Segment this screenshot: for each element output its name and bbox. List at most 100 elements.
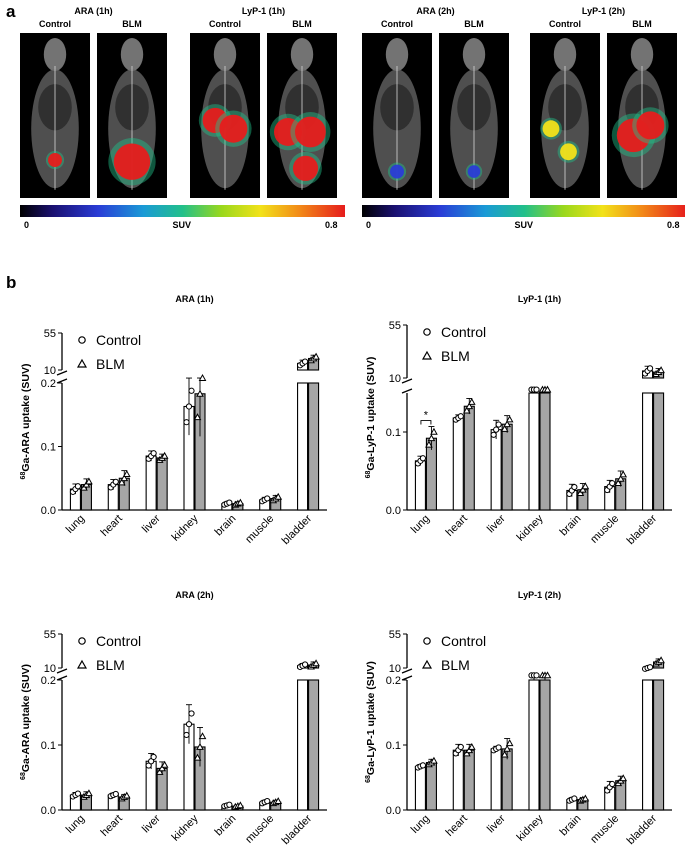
y-axis-label-superscript: 68 xyxy=(20,472,27,480)
control-point xyxy=(185,403,193,410)
y-tick-label: 0.1 xyxy=(386,740,401,752)
x-tick-label: brain xyxy=(213,813,239,839)
y-tick-label: 0.1 xyxy=(41,442,56,454)
legend-control-label: Control xyxy=(441,324,486,340)
y-tick-label: 0.1 xyxy=(386,427,401,439)
control-bar xyxy=(452,749,464,811)
pet-ct-scan-image xyxy=(362,33,432,198)
x-tick-label: bladder xyxy=(280,812,315,847)
control-point xyxy=(493,426,500,433)
image-sub-label: BLM xyxy=(632,19,652,29)
y-axis-label-superscript: 68 xyxy=(365,470,372,478)
blm-point xyxy=(500,750,509,758)
legend-blm-marker xyxy=(76,358,88,368)
blm-point xyxy=(312,659,320,667)
image-group-title: ARA (1h) xyxy=(74,6,113,16)
control-bar-lower xyxy=(297,679,309,811)
y-tick-label: 10 xyxy=(44,663,56,675)
pet-ct-scan-image xyxy=(607,33,677,198)
y-tick-label: 55 xyxy=(44,328,56,340)
chart-title: LyP-1 (1h) xyxy=(518,294,561,304)
control-point xyxy=(112,790,119,798)
blm-bar-lower xyxy=(653,392,665,511)
blm-bar-lower xyxy=(539,679,551,811)
y-axis-label-superscript: 68 xyxy=(365,775,372,783)
blm-point xyxy=(500,424,509,432)
x-tick-label: lung xyxy=(64,813,87,836)
y-axis-label: 68Ga-LyP-1 uptake (SUV) xyxy=(365,357,377,479)
pet-ct-scan-image xyxy=(439,33,509,198)
control-point xyxy=(74,483,82,490)
y-tick-label: 0.1 xyxy=(41,740,56,752)
blm-point xyxy=(657,656,665,664)
x-tick-label: muscle xyxy=(243,813,276,846)
chart-title: ARA (1h) xyxy=(175,294,213,304)
y-tick-label: 0.0 xyxy=(386,805,401,817)
legend-control-label: Control xyxy=(96,633,141,649)
blm-point xyxy=(503,744,511,752)
x-tick-label: lung xyxy=(409,813,432,836)
y-tick-label: 55 xyxy=(389,320,401,332)
control-point xyxy=(183,731,190,739)
x-tick-label: kidney xyxy=(170,812,201,843)
blm-point xyxy=(236,801,245,809)
x-tick-label: brain xyxy=(558,813,584,839)
axis-break-mark xyxy=(56,668,68,674)
control-point xyxy=(419,762,427,769)
x-tick-label: muscle xyxy=(588,513,621,546)
control-point xyxy=(185,721,193,728)
blm-point xyxy=(505,739,514,747)
colorbar-label-label: SUV xyxy=(514,220,534,230)
blm-bar xyxy=(425,761,437,811)
control-point xyxy=(419,455,427,462)
blm-point xyxy=(160,451,169,459)
y-tick-label: 0.0 xyxy=(41,805,56,817)
axis-break-mark xyxy=(56,675,68,681)
blm-point xyxy=(122,470,131,477)
legend-blm-marker xyxy=(76,659,88,669)
blm-point xyxy=(425,440,433,448)
x-tick-label: lung xyxy=(64,513,87,536)
pet-ct-scan-image xyxy=(267,33,337,198)
blm-point xyxy=(619,774,628,782)
blm-point xyxy=(543,385,552,393)
blm-point xyxy=(579,485,587,493)
legend-control-marker xyxy=(78,336,86,344)
blm-bar-lower xyxy=(653,679,665,811)
blm-point xyxy=(85,789,93,797)
control-point xyxy=(457,743,464,751)
image-group-title: ARA (2h) xyxy=(416,6,455,16)
legend-control-marker xyxy=(423,328,431,336)
blm-bar-lower xyxy=(539,392,551,511)
x-tick-label: heart xyxy=(444,513,470,539)
control-point xyxy=(495,744,502,751)
control-point xyxy=(571,483,578,491)
blm-point xyxy=(505,415,514,423)
blm-point xyxy=(122,791,131,799)
control-point xyxy=(495,421,502,428)
control-point xyxy=(609,780,616,788)
x-tick-label: liver xyxy=(485,812,508,835)
control-bar-lower xyxy=(642,392,654,511)
chart-title: LyP-1 (2h) xyxy=(518,590,561,600)
control-bar xyxy=(452,417,464,511)
y-tick-label: 10 xyxy=(44,365,56,377)
axis-break-mark xyxy=(401,675,413,681)
y-axis-label-text: Ga-ARA uptake (SUV) xyxy=(20,664,32,772)
colorbar-label-label: SUV xyxy=(172,220,192,230)
legend-blm-label: BLM xyxy=(441,657,470,673)
blm-point xyxy=(198,374,207,381)
legend-blm-label: BLM xyxy=(96,657,125,673)
image-sub-label: Control xyxy=(549,19,581,29)
y-axis-label: 68Ga-LyP-1 uptake (SUV) xyxy=(365,661,377,783)
y-tick-label: 0.2 xyxy=(41,378,56,390)
control-bar-lower xyxy=(528,392,540,511)
control-point xyxy=(264,798,271,805)
blm-point xyxy=(85,477,93,485)
y-tick-label: 55 xyxy=(389,629,401,641)
blm-point xyxy=(198,732,207,740)
control-point xyxy=(646,664,654,671)
axis-break-mark xyxy=(56,378,68,384)
control-point xyxy=(150,753,157,761)
blm-point xyxy=(274,797,283,805)
